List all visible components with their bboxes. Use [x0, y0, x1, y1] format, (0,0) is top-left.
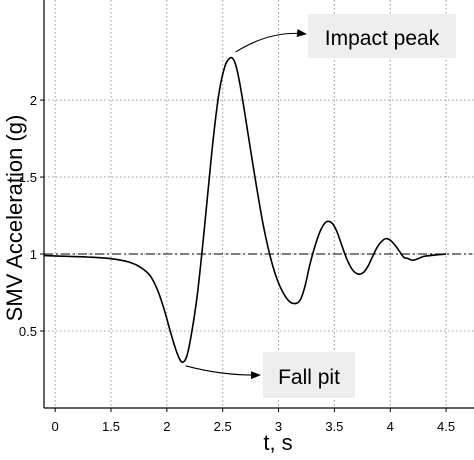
annotation-arrow-0	[235, 29, 307, 53]
y-tick-label-0: 0.5	[19, 324, 37, 339]
y-tick-label-3: 2	[30, 93, 37, 108]
annotation-label-1: Fall pit	[278, 366, 340, 389]
series-group	[43, 56, 447, 364]
annotation-box-0	[308, 14, 456, 58]
annotations: Impact peak Fall pit	[185, 14, 456, 398]
x-tick-label-3: 2.5	[214, 419, 232, 434]
series-line-0	[43, 56, 447, 364]
x-tick-label-5: 3.5	[325, 419, 343, 434]
annotation-arrow-1	[185, 365, 261, 380]
x-tick-label-6: 4	[387, 419, 394, 434]
grid-lines	[44, 0, 474, 408]
x-tick-label-1: 1.5	[102, 419, 120, 434]
x-tick-label-7: 4.5	[437, 419, 455, 434]
tick-labels: 0 1.5 2 2.5 3 3.5 4 4.5 0.5 1 1.5 2	[19, 93, 455, 434]
x-tick-label-0: 0	[52, 419, 59, 434]
y-tick-label-1: 1	[30, 247, 37, 262]
x-axis-title: t, s	[263, 430, 292, 455]
axes	[43, 0, 474, 409]
x-tick-label-2: 2	[163, 419, 170, 434]
annotation-box-1	[263, 352, 355, 398]
x-tick-label-4: 3	[275, 419, 282, 434]
annotation-label-0: Impact peak	[325, 27, 440, 50]
y-tick-label-2: 1.5	[19, 170, 37, 185]
y-axis-title: SMV Acceleration (g)	[2, 115, 27, 322]
